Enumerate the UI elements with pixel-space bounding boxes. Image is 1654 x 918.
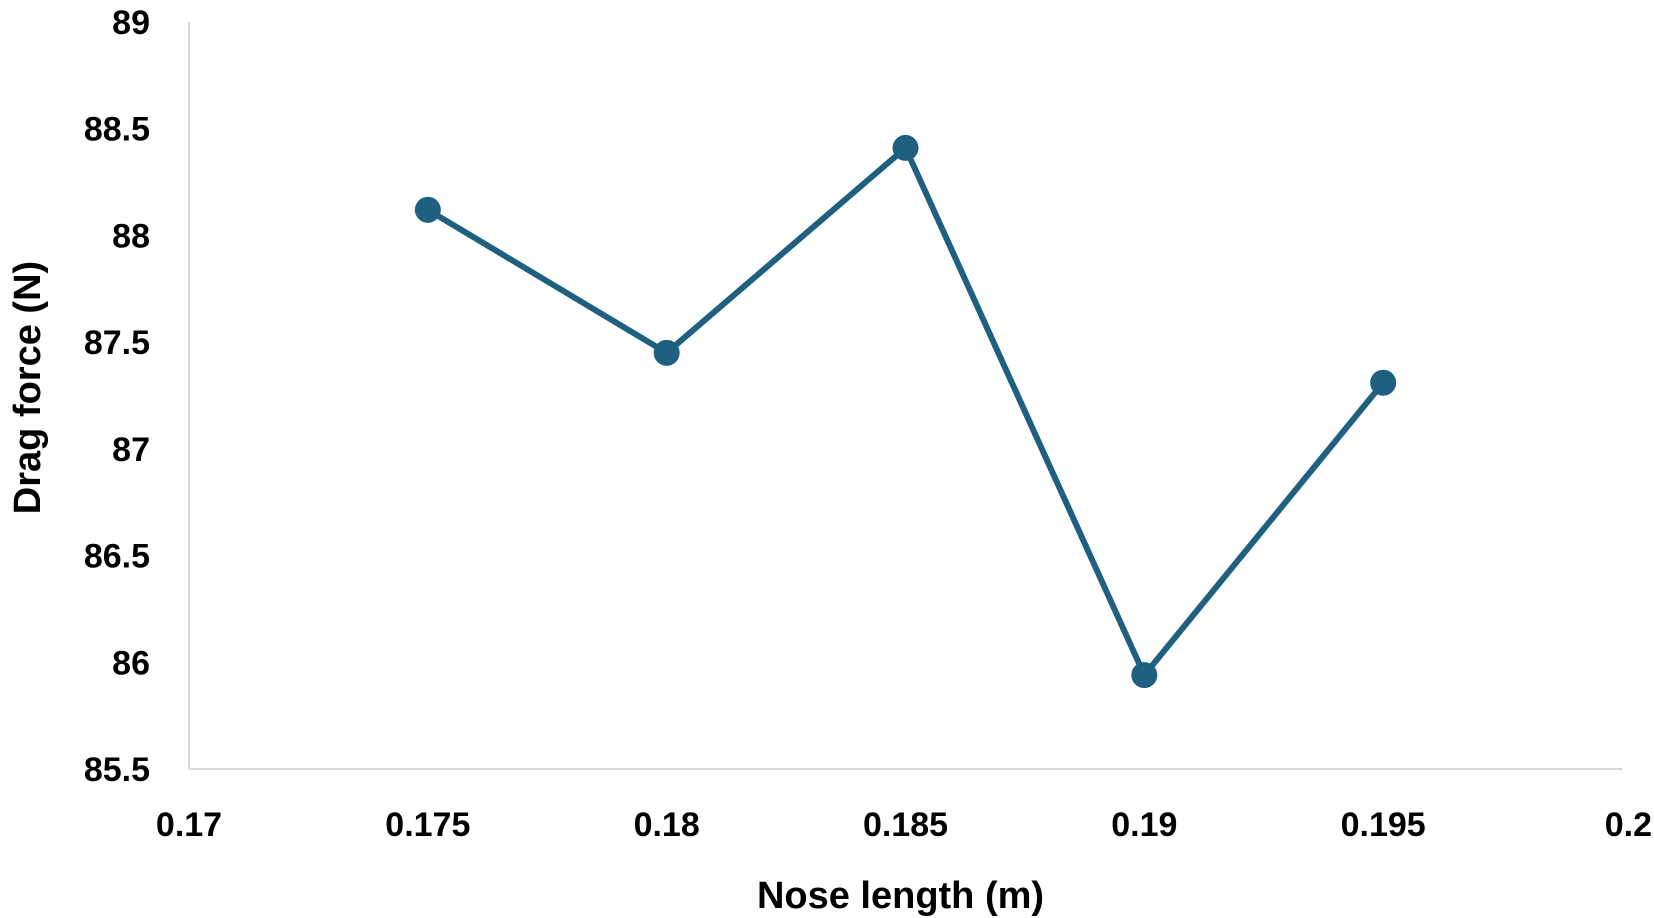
axes xyxy=(188,22,1622,770)
data-point xyxy=(653,339,680,366)
y-tick-label: 88.5 xyxy=(84,111,150,149)
y-tick-label: 88 xyxy=(112,217,150,255)
data-point xyxy=(1370,369,1397,396)
data-point xyxy=(414,196,441,223)
series-line xyxy=(426,144,1386,679)
y-tick-label: 86 xyxy=(112,644,150,682)
series-plot xyxy=(414,134,1397,689)
x-tick-label: 0.195 xyxy=(1341,806,1426,844)
x-axis-title: Nose length (m) xyxy=(757,875,1044,917)
data-point xyxy=(892,134,919,161)
y-tick-label: 89 xyxy=(112,4,150,42)
x-tick-label: 0.18 xyxy=(634,806,700,844)
y-tick-label: 87 xyxy=(112,431,150,469)
y-tick-label: 86.5 xyxy=(84,538,150,576)
x-tick-label: 0.17 xyxy=(156,806,222,844)
x-tick-label: 0.185 xyxy=(863,806,948,844)
x-tick-label: 0.19 xyxy=(1111,806,1177,844)
x-tick-label: 0.2 xyxy=(1605,806,1652,844)
x-tick-label: 0.175 xyxy=(385,806,470,844)
y-tick-label: 85.5 xyxy=(84,751,150,789)
y-tick-label: 87.5 xyxy=(84,324,150,362)
data-point xyxy=(1131,662,1158,689)
y-axis-title: Drag force (N) xyxy=(7,261,49,514)
x-tick-labels: 0.17 0.175 0.18 0.185 0.19 0.195 0.2 xyxy=(156,806,1652,844)
y-tick-labels: 85.5 86 86.5 87 87.5 88 88.5 89 xyxy=(84,4,150,789)
